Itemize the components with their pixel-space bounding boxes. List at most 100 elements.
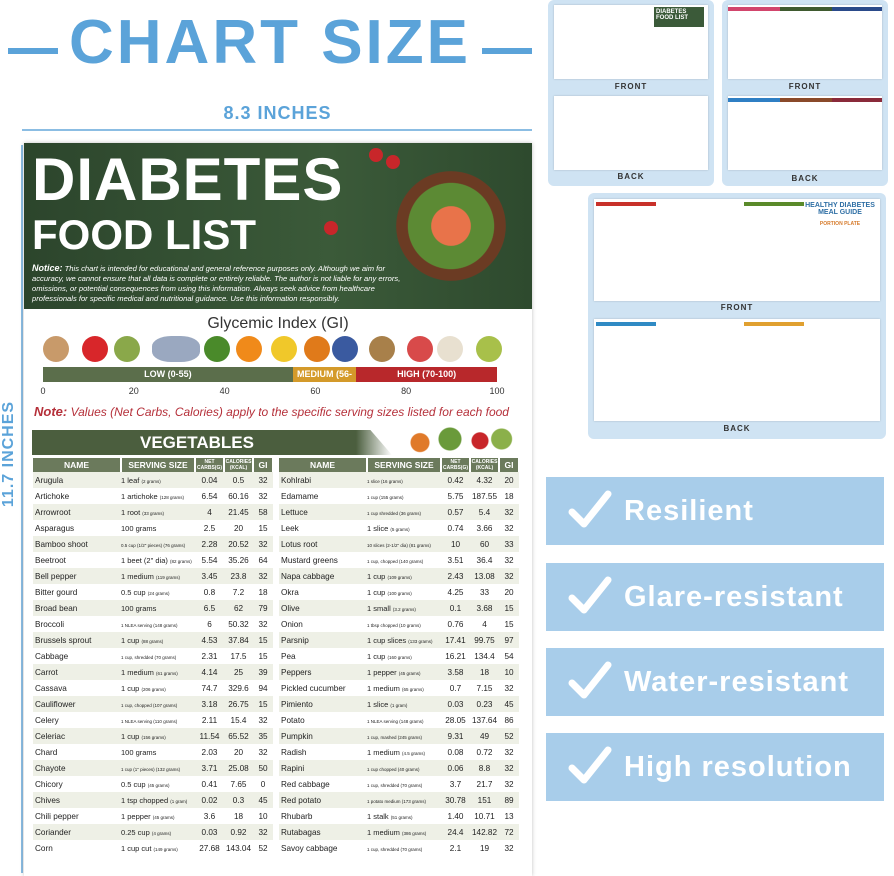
food-name: Beetroot [35,555,66,565]
calories: 65.52 [224,728,253,744]
food-name: Chicory [35,779,63,789]
avocado-icon [114,336,140,362]
serving-detail: (1 gram) [170,798,188,804]
column-header: NAME [33,458,122,472]
serving-detail: (1 gram) [390,702,408,708]
table-row: Red potato 1 potato medium (173 grams) 30… [279,792,519,808]
calories: 0.23 [470,696,499,712]
apple-icon [82,336,108,362]
calories: 143.04 [225,843,252,853]
net-carbs: 6.5 [195,600,224,616]
net-carbs: 74.7 [201,683,218,693]
serving-detail: (4.5 grams) [402,750,426,756]
net-carbs: 2.03 [201,747,218,757]
serving-size: 1 cup (109 grams) [367,568,441,584]
table-row: Pea 1 cup (160 grams) 16.21 134.4 54 [279,648,519,664]
net-carbs: 3.6 [203,811,216,821]
feature-badge: Resilient [546,477,884,545]
calories: 8.8 [470,760,499,776]
serving-detail: (119 grams) [156,574,180,580]
back-sheet-preview [728,96,882,170]
gi-value: 15 [499,600,519,616]
poster: DIABETES FOOD LIST Notice: This chart is… [24,143,532,876]
calories: 17.5 [230,651,247,661]
calories: 20 [233,747,244,757]
gi-value: 39 [253,664,273,680]
serving-size: 1 cup (1" pieces) (132 grams) [121,760,195,776]
calories: 23.8 [224,568,253,584]
calories: 3.68 [470,600,499,616]
calories: 26.75 [224,696,253,712]
net-carbs: 1.40 [447,811,464,821]
serving-detail: 1 cup, chopped (140 grams) [367,558,424,564]
feature-label: High resolution [624,750,852,783]
table-row: Chili pepper 1 pepper (45 grams) 3.6 18 10 [33,808,273,824]
serving-size: 1 tbsp chopped (10 grams) [367,616,441,632]
calories: 3.66 [476,523,493,533]
notice: Notice: This chart is intended for educa… [32,263,402,304]
serving-detail: 1 NLEA serving (110 grams) [121,718,178,724]
calories: 20.52 [224,536,253,552]
net-carbs: 2.1 [449,843,462,853]
table-row: Red cabbage 1 cup, shredded (70 grams) 3.… [279,776,519,792]
table-row: Pickled cucumber 1 medium (65 grams) 0.7 7.… [279,680,519,696]
calories: 187.55 [471,491,498,501]
calories: 35.26 [228,555,249,565]
serving-detail: (45 grams) [147,782,170,788]
net-carbs: 30.78 [441,792,470,808]
gi-value: 35 [253,728,273,744]
table-row: Corn 1 cup cut (149 grams) 27.68 143.04 52 [33,840,273,856]
net-carbs: 17.41 [441,632,470,648]
gi-value: 45 [499,696,519,712]
food-name: Chayote [33,760,121,776]
serving-detail: 1 cup shredded (36 grams) [367,510,422,516]
food-name: Pickled cucumber [281,683,346,693]
table-row: Brussels sprout 1 cup (88 grams) 4.53 37.84… [33,632,273,648]
serving-size: 1 cup (155 grams) [367,488,441,504]
serving-size: 1 cup, shredded (70 grams) [367,776,441,792]
gi-value: 10 [258,811,268,821]
calories: 62 [224,600,253,616]
broccoli-icon [204,336,230,362]
table-row: Cabbage 1 cup, shredded (70 grams) 2.31 17… [33,648,273,664]
net-carbs: 24.4 [441,824,470,840]
serving-size: 1 cup chopped (40 grams) [367,760,441,776]
gi-value: 15 [253,632,273,648]
net-carbs: 16.21 [445,651,466,661]
serving-amount: 1 pepper [121,811,151,821]
serving-detail: (128 grams) [159,494,185,500]
serving-amount: 100 grams [121,603,157,613]
notice-label: Notice: [32,263,63,273]
food-name: Lettuce [279,504,367,520]
table-row: Carrot 1 medium (61 grams) 4.14 25 39 [33,664,273,680]
calories: 0.5 [224,472,253,488]
feature-label: Water-resistant [624,665,850,698]
gi-value: 52 [258,843,268,853]
serving-size: 1 cup, mashed (245 grams) [367,728,441,744]
serving-detail: (45 grams) [398,670,421,676]
preview-panel-2: FRONT BACK [722,0,888,186]
net-carbs: 0.06 [441,760,470,776]
net-carbs: 3.45 [195,568,224,584]
back-label: BACK [617,172,645,181]
calories: 50.32 [228,619,249,629]
column-header: CALORIES (KCAL) [470,458,500,472]
gi-value: 58 [253,504,273,520]
checkmark-icon [568,490,612,528]
serving-size: 1 cup cut (149 grams) [121,840,195,856]
calories: 137.64 [471,715,498,725]
food-name: Lotus root [279,536,367,552]
serving-amount: 1 pepper [367,667,397,677]
food-name: Rhubarb [281,811,313,821]
food-name: Cassava [35,683,67,693]
calories: 21.45 [224,504,253,520]
serving-amount: 1 leaf [121,475,140,485]
serving-amount: 1 medium [367,747,400,757]
calories: 10.71 [474,811,495,821]
table-row: Coriander 0.25 cup (4 grams) 0.03 0.92 32 [33,824,273,840]
serving-amount: 1 cup [121,731,140,741]
serving-size: 0.25 cup (4 grams) [121,824,195,840]
vegetables-image [396,421,516,457]
table-row: Beetroot 1 beet (2" dia) (82 grams) 5.54 35… [33,552,273,568]
food-name: Pumpkin [279,728,367,744]
